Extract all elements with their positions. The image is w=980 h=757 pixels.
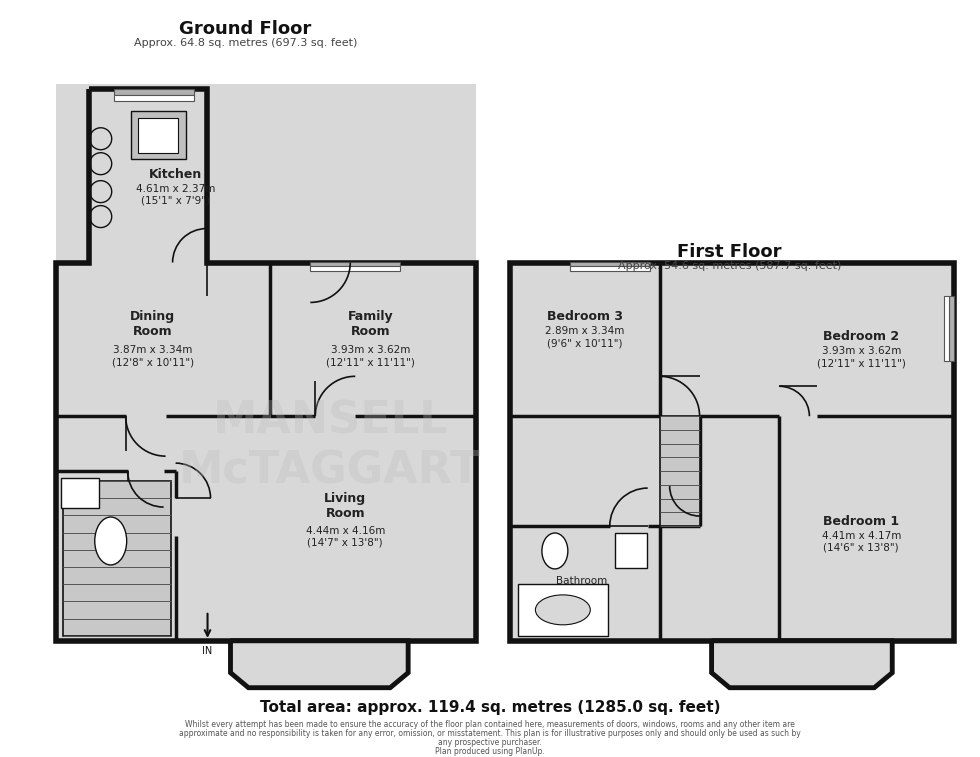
Text: Bedroom 3: Bedroom 3 xyxy=(547,310,623,323)
Bar xyxy=(569,266,650,272)
Ellipse shape xyxy=(95,517,126,565)
Text: Plan produced using PlanUp.: Plan produced using PlanUp. xyxy=(435,747,545,756)
Text: Living
Room: Living Room xyxy=(324,492,367,520)
Bar xyxy=(614,533,647,568)
Text: (14'6" x 13'8"): (14'6" x 13'8") xyxy=(823,543,899,553)
Text: 3.87m x 3.34m: 3.87m x 3.34m xyxy=(113,345,192,355)
Bar xyxy=(950,297,955,361)
Text: 4.44m x 4.16m: 4.44m x 4.16m xyxy=(306,526,385,536)
Text: Approx. 54.6 sq. metres (587.7 sq. feet): Approx. 54.6 sq. metres (587.7 sq. feet) xyxy=(617,260,841,270)
Text: Approx. 64.8 sq. metres (697.3 sq. feet): Approx. 64.8 sq. metres (697.3 sq. feet) xyxy=(134,38,357,48)
PathPatch shape xyxy=(230,640,408,687)
Bar xyxy=(569,261,650,266)
Bar xyxy=(518,584,608,636)
Bar xyxy=(114,95,194,101)
Bar xyxy=(660,416,700,526)
Text: Bedroom 1: Bedroom 1 xyxy=(823,515,900,528)
Text: MANSELL
McTAGGART: MANSELL McTAGGART xyxy=(179,400,481,493)
Text: IN: IN xyxy=(203,646,213,656)
Text: approximate and no responsibility is taken for any error, omission, or misstatem: approximate and no responsibility is tak… xyxy=(179,729,801,738)
Text: Bedroom 2: Bedroom 2 xyxy=(823,330,900,343)
Bar xyxy=(510,263,955,640)
Bar xyxy=(311,266,400,272)
Text: Total area: approx. 119.4 sq. metres (1285.0 sq. feet): Total area: approx. 119.4 sq. metres (12… xyxy=(260,700,720,715)
Bar xyxy=(61,478,99,508)
Text: any prospective purchaser.: any prospective purchaser. xyxy=(438,738,542,747)
Bar xyxy=(114,89,194,95)
Text: Kitchen: Kitchen xyxy=(149,168,202,181)
Text: (12'8" x 10'11"): (12'8" x 10'11") xyxy=(112,357,194,367)
Text: 3.93m x 3.62m: 3.93m x 3.62m xyxy=(330,345,410,355)
Ellipse shape xyxy=(542,533,567,569)
Text: (12'11" x 11'11"): (12'11" x 11'11") xyxy=(817,358,906,369)
Bar xyxy=(56,84,476,640)
Bar xyxy=(130,111,185,159)
Bar xyxy=(311,261,400,266)
Text: Family
Room: Family Room xyxy=(348,310,393,338)
Text: First Floor: First Floor xyxy=(677,242,782,260)
Bar xyxy=(944,297,950,361)
PathPatch shape xyxy=(711,640,892,687)
Text: Ground Floor: Ground Floor xyxy=(179,20,312,38)
Bar xyxy=(137,118,177,153)
Text: Bathroom: Bathroom xyxy=(557,576,608,586)
Ellipse shape xyxy=(535,595,590,625)
Text: (15'1" x 7'9"): (15'1" x 7'9") xyxy=(141,195,210,206)
Text: (12'11" x 11'11"): (12'11" x 11'11") xyxy=(325,357,415,367)
Text: 4.61m x 2.37m: 4.61m x 2.37m xyxy=(136,184,216,194)
Text: 3.93m x 3.62m: 3.93m x 3.62m xyxy=(821,347,901,357)
Text: Whilst every attempt has been made to ensure the accuracy of the floor plan cont: Whilst every attempt has been made to en… xyxy=(185,720,795,729)
Text: (9'6" x 10'11"): (9'6" x 10'11") xyxy=(547,338,622,348)
Text: Dining
Room: Dining Room xyxy=(130,310,175,338)
Bar xyxy=(63,481,171,636)
Text: 4.41m x 4.17m: 4.41m x 4.17m xyxy=(821,531,901,541)
Bar xyxy=(510,263,955,640)
Text: (14'7" x 13'8"): (14'7" x 13'8") xyxy=(308,538,383,548)
Text: 2.89m x 3.34m: 2.89m x 3.34m xyxy=(545,326,624,336)
PathPatch shape xyxy=(56,89,476,640)
